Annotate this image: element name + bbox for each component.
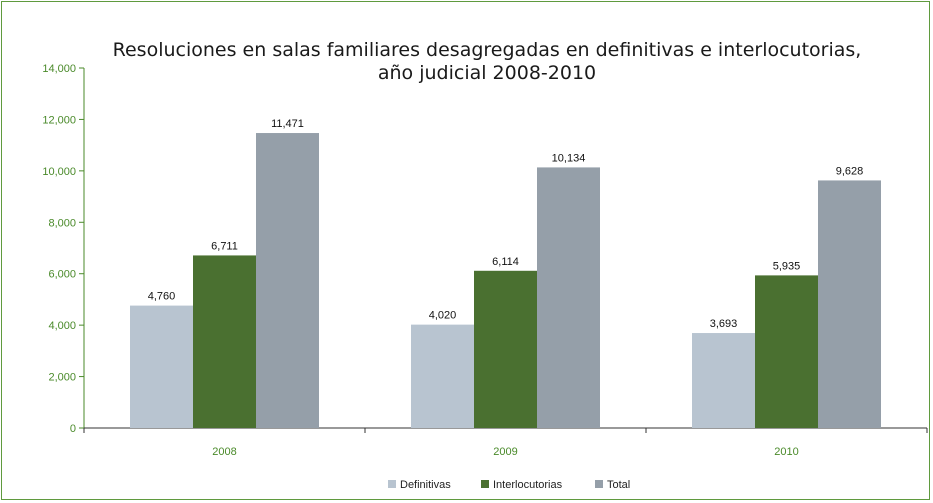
y-tick-label: 10,000 — [42, 166, 76, 178]
x-tick-label: 2010 — [774, 446, 798, 458]
y-tick-label: 0 — [70, 423, 76, 435]
y-tick-label: 2,000 — [48, 372, 76, 384]
bar-total-2010 — [818, 180, 881, 428]
chart-title-line1: Resoluciones en salas familiares desagre… — [113, 39, 862, 61]
data-label: 11,471 — [271, 118, 304, 130]
x-tick-label: 2009 — [493, 446, 517, 458]
bar-definitivas-2008 — [130, 305, 193, 428]
y-tick-label: 4,000 — [48, 320, 76, 332]
data-label: 4,760 — [148, 291, 176, 303]
bar-interlocutorias-2010 — [755, 275, 818, 428]
legend-swatch — [481, 480, 489, 488]
bar-definitivas-2010 — [692, 333, 755, 428]
bar-total-2008 — [256, 133, 319, 428]
legend-swatch — [595, 480, 603, 488]
data-label: 3,693 — [710, 318, 738, 330]
data-label: 9,628 — [836, 165, 864, 177]
legend-label: Total — [607, 479, 630, 491]
bar-interlocutorias-2008 — [193, 255, 256, 428]
y-tick-label: 14,000 — [42, 63, 76, 75]
data-label: 5,935 — [773, 260, 801, 272]
x-tick-label: 2008 — [212, 446, 236, 458]
y-tick-label: 6,000 — [48, 269, 76, 281]
bar-definitivas-2009 — [411, 324, 474, 428]
legend-label: Definitivas — [400, 479, 451, 491]
bar-total-2009 — [537, 167, 600, 428]
legend-label: Interlocutorias — [493, 479, 563, 491]
data-label: 6,114 — [492, 256, 519, 268]
bar-interlocutorias-2009 — [474, 270, 537, 428]
chart-title-line2: año judicial 2008-2010 — [378, 62, 596, 84]
data-label: 4,020 — [429, 310, 457, 322]
data-label: 6,711 — [211, 240, 238, 252]
legend-swatch — [388, 480, 396, 488]
y-tick-label: 12,000 — [42, 114, 76, 126]
y-tick-label: 8,000 — [48, 217, 76, 229]
data-label: 10,134 — [552, 152, 586, 164]
